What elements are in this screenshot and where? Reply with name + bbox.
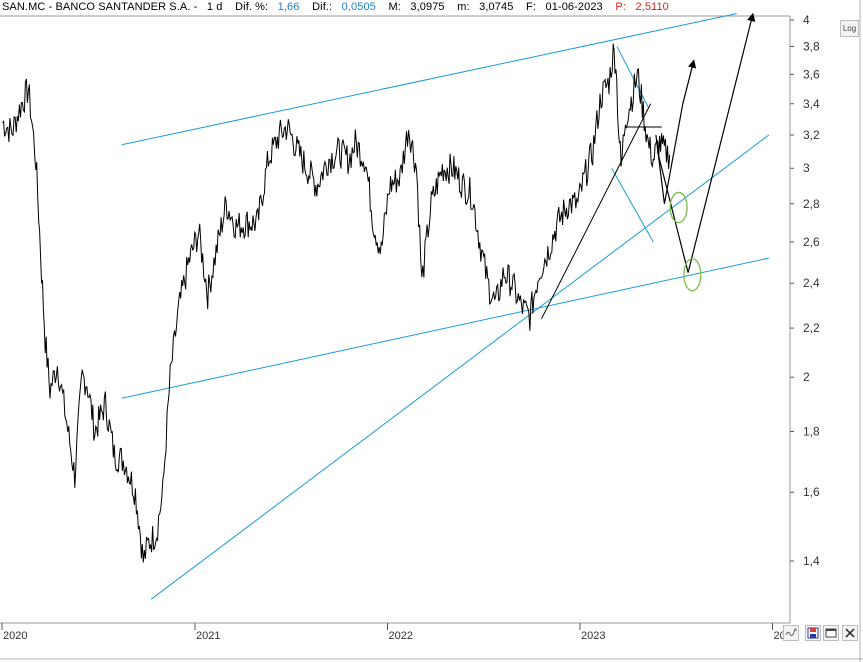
dif-pct-label: Dif. %: <box>235 1 269 13</box>
projection-path-a <box>655 59 697 204</box>
x-axis-ticks: 2020 2021 2022 2023 20 <box>1 623 786 642</box>
price-line <box>2 43 671 563</box>
symbol-label: SAN.MC - BANCO SANTANDER S.A. - <box>2 1 198 13</box>
y-tick-label: 3,6 <box>803 67 820 81</box>
price-series <box>2 43 671 563</box>
chart-header: SAN.MC - BANCO SANTANDER S.A. - 1 d Dif.… <box>2 1 669 16</box>
y-tick-label: 3,2 <box>803 128 820 142</box>
x-tick-label: 2020 <box>3 630 27 642</box>
log-scale-toggle[interactable]: Log <box>840 20 859 37</box>
date-value: 01-06-2023 <box>545 1 603 13</box>
dif-value: 0,0505 <box>341 1 376 13</box>
interval-label: 1 d <box>206 1 223 13</box>
projections <box>655 12 756 273</box>
y-tick-label: 3 <box>803 161 810 175</box>
y-tick-label: 2,4 <box>803 276 820 290</box>
trendline-flag-upper <box>616 46 649 108</box>
trendline-flag-lower <box>611 168 654 243</box>
y-axis-ticks: 1,4 1,6 1,8 2 2,2 2,4 2,6 2,8 3 3,2 3,4 3,6 3,8 4 <box>790 13 820 568</box>
price-value: 2,5110 <box>635 1 669 13</box>
x-tick-label: 2023 <box>581 630 605 642</box>
window-icon[interactable] <box>823 625 839 641</box>
trendline-upper-channel <box>121 13 737 146</box>
x-tick-label: 20 <box>773 630 785 642</box>
wave-icon[interactable] <box>783 625 799 641</box>
y-tick-label: 2,8 <box>803 197 820 211</box>
min-label: m: <box>457 1 470 13</box>
max-value: 3,0975 <box>410 1 445 13</box>
y-tick-label: 2,6 <box>803 235 820 249</box>
projection-path-b <box>656 12 756 273</box>
x-tick-label: 2021 <box>196 630 220 642</box>
close-icon[interactable] <box>842 625 858 641</box>
price-label: P: <box>615 1 626 13</box>
save-icon[interactable] <box>805 625 821 641</box>
date-label: F: <box>526 1 537 13</box>
y-tick-label: 3,4 <box>803 97 820 111</box>
min-value: 3,0745 <box>479 1 514 13</box>
y-tick-label: 3,8 <box>803 39 820 53</box>
y-tick-label: 2,2 <box>803 321 820 335</box>
trendlines <box>121 13 770 600</box>
max-label: M: <box>388 1 401 13</box>
trendline-short-support <box>541 103 652 320</box>
target-ellipse-2 <box>683 257 702 292</box>
x-tick-label: 2022 <box>389 630 413 642</box>
dif-pct-value: 1,66 <box>277 1 300 13</box>
dif-label: Dif.: <box>312 1 333 13</box>
y-tick-label: 1,8 <box>803 424 820 438</box>
targets <box>669 191 702 292</box>
trendline-lower-channel <box>121 257 769 399</box>
y-tick-label: 4 <box>803 13 810 27</box>
y-tick-label: 2 <box>803 370 810 384</box>
y-tick-label: 1,6 <box>803 485 820 499</box>
target-ellipse-1 <box>669 191 688 224</box>
trendline-long-support <box>150 134 770 600</box>
y-tick-label: 1,4 <box>803 554 820 568</box>
